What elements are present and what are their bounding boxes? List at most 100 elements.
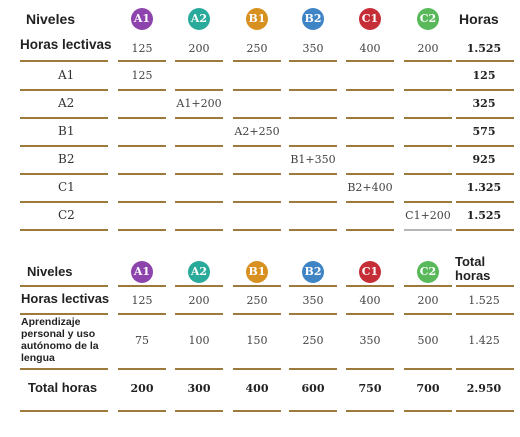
t2-header-rule-label — [20, 285, 108, 287]
t1-row-2-rule-col-0 — [118, 145, 166, 147]
t1-row-5-rule-total — [456, 229, 514, 231]
t2-badge-b1: B1 — [246, 261, 268, 283]
t1-row-0-rule-total — [456, 89, 514, 91]
t2-aprendizaje-label-3: autónomo de la — [21, 340, 99, 352]
t2-badge-a2: A2 — [188, 261, 210, 283]
t2-total-header-1: Total — [455, 254, 486, 269]
t1-lectivas-rule-col-4 — [346, 60, 394, 62]
t2-aprendizaje-label-4: lengua — [21, 352, 55, 364]
t1-lectivas-rule-label — [20, 60, 108, 62]
t1-row-1-rule-col-2 — [233, 117, 281, 119]
t2-total-0: 200 — [130, 382, 154, 395]
t2-header-rule-col-3 — [289, 285, 337, 287]
t2-aprendizaje-4: 350 — [359, 334, 381, 347]
t1-row-total-0: 125 — [472, 69, 496, 82]
t1-badge-a1: A1 — [131, 8, 153, 30]
t2-total-rule-col-0 — [118, 410, 166, 412]
t1-row-3-rule-col-2 — [233, 173, 281, 175]
t1-row-3-rule-total — [456, 173, 514, 175]
t1-lectivas-4: 400 — [359, 42, 381, 55]
t2-aprendizaje-5: 500 — [417, 334, 439, 347]
t2-lectivas-rule-col-2 — [233, 313, 281, 315]
t1-row-3-rule-col-5 — [404, 173, 452, 175]
t2-aprendizaje-rule-col-2 — [233, 368, 281, 370]
t2-lectivas-rule-col-1 — [175, 313, 223, 315]
t2-total-2: 400 — [245, 382, 269, 395]
t1-lectivas-label: Horas lectivas — [20, 37, 112, 52]
t1-row-cell-4: B2+400 — [347, 181, 393, 194]
t2-badge-a1: A1 — [131, 261, 153, 283]
t1-lectivas-rule-col-1 — [175, 60, 223, 62]
t2-header-rule-col-5 — [404, 285, 452, 287]
t2-total-header-2: horas — [455, 268, 491, 283]
t1-row-label-2: B1 — [58, 124, 75, 138]
t1-row-1-rule-col-0 — [118, 117, 166, 119]
t1-row-2-rule-total — [456, 145, 514, 147]
t2-lectivas-5: 200 — [417, 294, 439, 307]
t1-row-label-5: C2 — [58, 208, 75, 222]
t1-badge-c1: C1 — [359, 8, 381, 30]
t1-lectivas-5: 200 — [417, 42, 439, 55]
t2-lectivas-total: 1.525 — [468, 294, 500, 307]
t1-row-0-rule-col-3 — [289, 89, 337, 91]
t2-badge-c1: C1 — [359, 261, 381, 283]
t1-row-2-rule-col-4 — [346, 145, 394, 147]
t1-row-total-3: 925 — [472, 153, 496, 166]
t1-row-4-rule-col-0 — [118, 201, 166, 203]
t2-lectivas-0: 125 — [131, 294, 153, 307]
t2-aprendizaje-total: 1.425 — [468, 334, 500, 347]
t2-aprendizaje-label-1: Aprendizaje — [21, 316, 81, 328]
t1-row-1-rule-col-1 — [175, 117, 223, 119]
t1-row-cell-0: 125 — [131, 69, 153, 82]
t2-header-rule-col-1 — [175, 285, 223, 287]
t1-horas-header: Horas — [459, 11, 499, 27]
t1-row-2-rule-col-3 — [289, 145, 337, 147]
t1-badge-b2: B2 — [302, 8, 324, 30]
t1-row-5-rule-col-3 — [289, 229, 337, 231]
t2-badge-c2: C2 — [417, 261, 439, 283]
t1-row-1-rule-col-4 — [346, 117, 394, 119]
t2-aprendizaje-rule-label — [20, 368, 108, 370]
t2-badge-b2: B2 — [302, 261, 324, 283]
t2-total-rule-col-2 — [233, 410, 281, 412]
t2-lectivas-1: 200 — [188, 294, 210, 307]
t1-row-4-rule-col-3 — [289, 201, 337, 203]
t1-row-cell-2: A2+250 — [234, 125, 280, 138]
t2-lectivas-rule-label — [20, 313, 108, 315]
t2-grand-total: 2.950 — [466, 382, 502, 395]
t2-lectivas-rule-total — [456, 313, 514, 315]
t2-header-rule-col-4 — [346, 285, 394, 287]
t1-lectivas-2: 250 — [246, 42, 268, 55]
t1-row-cell-5: C1+200 — [405, 209, 451, 222]
t1-lectivas-rule-col-5 — [404, 60, 452, 62]
t1-row-total-4: 1.325 — [466, 181, 502, 194]
t2-aprendizaje-rule-col-3 — [289, 368, 337, 370]
t2-total-1: 300 — [187, 382, 211, 395]
t1-badge-a2: A2 — [188, 8, 210, 30]
t2-lectivas-rule-col-3 — [289, 313, 337, 315]
t2-total-rule-col-5 — [404, 410, 452, 412]
t1-row-cell-3: B1+350 — [290, 153, 336, 166]
t1-row-4-rule-col-1 — [175, 201, 223, 203]
t1-row-5-rule-col-0 — [118, 229, 166, 231]
t1-row-3-rule-col-4 — [346, 173, 394, 175]
t2-total-rule-col-3 — [289, 410, 337, 412]
t1-row-1-rule-label — [20, 117, 108, 119]
t2-aprendizaje-rule-col-1 — [175, 368, 223, 370]
t2-aprendizaje-rule-col-0 — [118, 368, 166, 370]
t2-aprendizaje-3: 250 — [302, 334, 324, 347]
t2-total-label: Total horas — [28, 380, 98, 395]
t1-row-cell-1: A1+200 — [176, 97, 222, 110]
t2-aprendizaje-label-2: personal y uso — [21, 328, 96, 340]
t1-row-0-rule-col-2 — [233, 89, 281, 91]
t1-row-0-rule-col-1 — [175, 89, 223, 91]
t1-badge-c2: C2 — [417, 8, 439, 30]
t2-header-rule-col-0 — [118, 285, 166, 287]
t1-row-5-rule-col-5 — [404, 229, 452, 231]
t1-row-2-rule-label — [20, 145, 108, 147]
t1-row-2-rule-col-5 — [404, 145, 452, 147]
t1-row-3-rule-col-3 — [289, 173, 337, 175]
t1-row-4-rule-col-2 — [233, 201, 281, 203]
t1-row-total-5: 1.525 — [466, 209, 502, 222]
t2-total-rule-col-4 — [346, 410, 394, 412]
